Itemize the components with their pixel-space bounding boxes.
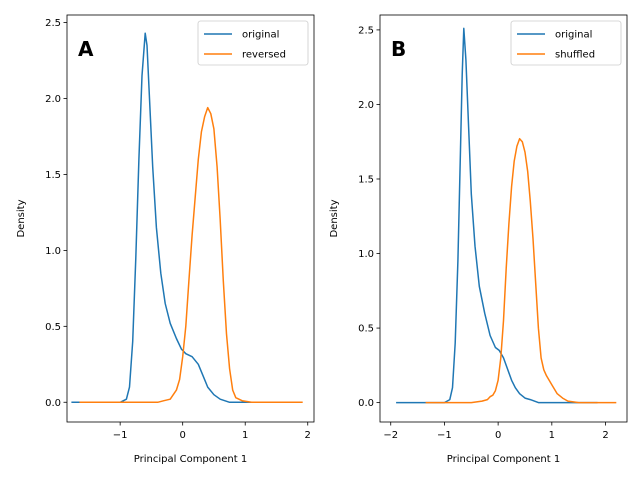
- y-tick-label: 2.0: [45, 94, 61, 105]
- axes-frame: [66, 14, 315, 423]
- legend-label-original: original: [555, 30, 592, 41]
- x-tick-label: −1: [437, 430, 452, 441]
- panel-letter: B: [391, 37, 406, 61]
- legend: original reversed: [197, 20, 309, 66]
- legend-label-shuffled: shuffled: [555, 50, 595, 61]
- y-axis-label: Density: [16, 199, 27, 237]
- x-tick-label: −1: [113, 430, 128, 441]
- series-line-reversed: [79, 106, 303, 404]
- y-tick-label: 2.5: [45, 18, 61, 29]
- y-tick-label: 0.0: [358, 398, 374, 409]
- panel-letter: A: [78, 37, 94, 61]
- x-tick-label: −2: [383, 430, 398, 441]
- y-tick-label: 1.5: [358, 174, 374, 185]
- series-line-original: [71, 32, 296, 404]
- series-line-original: [396, 27, 598, 404]
- chart-panel-b: −2 −1 0 1 2 0.0 0.5 1.0 1.5 2.0 2.5 Principal Compo…: [329, 14, 628, 465]
- y-tick-label: 0.5: [45, 322, 61, 333]
- y-tick-label: 2.5: [358, 25, 374, 36]
- axes-frame: [379, 14, 628, 423]
- y-tick-label: 2.0: [358, 100, 374, 111]
- x-axis-label: Principal Component 1: [447, 454, 560, 465]
- x-axis-label: Principal Component 1: [134, 454, 247, 465]
- x-tick-label: 0: [179, 430, 185, 441]
- legend-label-original: original: [242, 30, 279, 41]
- chart-panel-a: −1 0 1 2 0.0 0.5 1.0 1.5 2.0 2.5 Principal Compone…: [16, 14, 315, 465]
- x-tick-label: 2: [602, 430, 608, 441]
- series-line-shuffled: [425, 137, 617, 404]
- y-axis-label: Density: [329, 199, 340, 237]
- legend-label-reversed: reversed: [242, 50, 286, 61]
- y-tick-label: 1.0: [358, 249, 374, 260]
- legend: original shuffled: [510, 20, 622, 66]
- x-tick-label: 1: [242, 430, 248, 441]
- y-tick-label: 1.0: [45, 246, 61, 257]
- y-tick-label: 1.5: [45, 170, 61, 181]
- x-tick-label: 1: [549, 430, 555, 441]
- x-tick-label: 2: [305, 430, 311, 441]
- y-tick-label: 0.0: [45, 398, 61, 409]
- y-tick-label: 0.5: [358, 324, 374, 335]
- x-tick-label: 0: [495, 430, 501, 441]
